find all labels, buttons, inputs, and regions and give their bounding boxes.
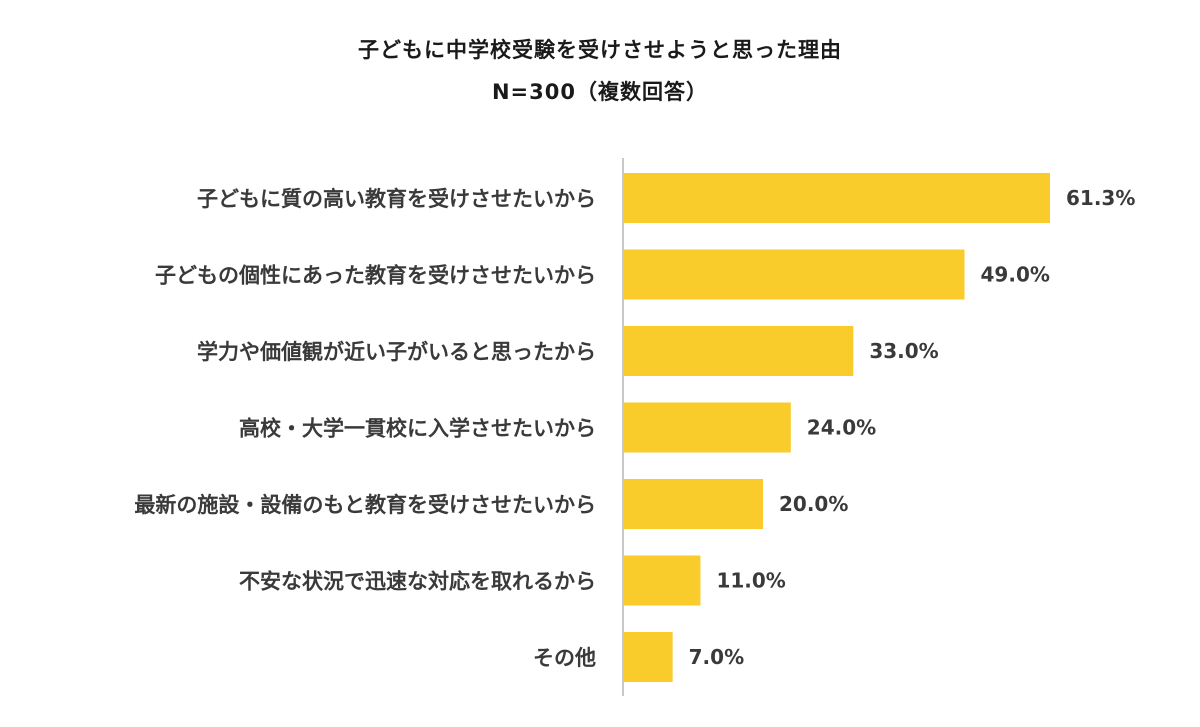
data-label: 24.0%: [807, 416, 876, 440]
chart-title: 子どもに中学校受験を受けさせようと思った理由: [358, 38, 842, 62]
data-label: 7.0%: [689, 645, 744, 669]
category-label: 高校・大学一貫校に入学させたいから: [239, 417, 596, 441]
bar: [624, 402, 791, 453]
bar: [624, 249, 965, 300]
category-label: 子どもに質の高い教育を受けさせたいから: [197, 187, 596, 211]
bar: [624, 173, 1050, 223]
category-label: 最新の施設・設備のもと教育を受けさせたいから: [134, 493, 596, 517]
category-label: 子どもの個性にあった教育を受けさせたいから: [155, 264, 596, 288]
chart-subtitle: N=300（複数回答）: [491, 80, 708, 104]
bar: [624, 479, 763, 529]
bar: [624, 632, 673, 682]
data-label: 33.0%: [869, 339, 938, 363]
data-label: 49.0%: [981, 263, 1050, 287]
category-label: その他: [533, 646, 596, 670]
bar: [624, 555, 701, 606]
data-label: 61.3%: [1066, 186, 1135, 210]
category-label: 学力や価値観が近い子がいると思ったから: [197, 340, 596, 364]
data-label: 20.0%: [779, 492, 848, 516]
bar: [624, 326, 854, 376]
data-label: 11.0%: [716, 569, 785, 593]
category-label: 不安な状況で迅速な対応を取れるから: [239, 570, 596, 594]
